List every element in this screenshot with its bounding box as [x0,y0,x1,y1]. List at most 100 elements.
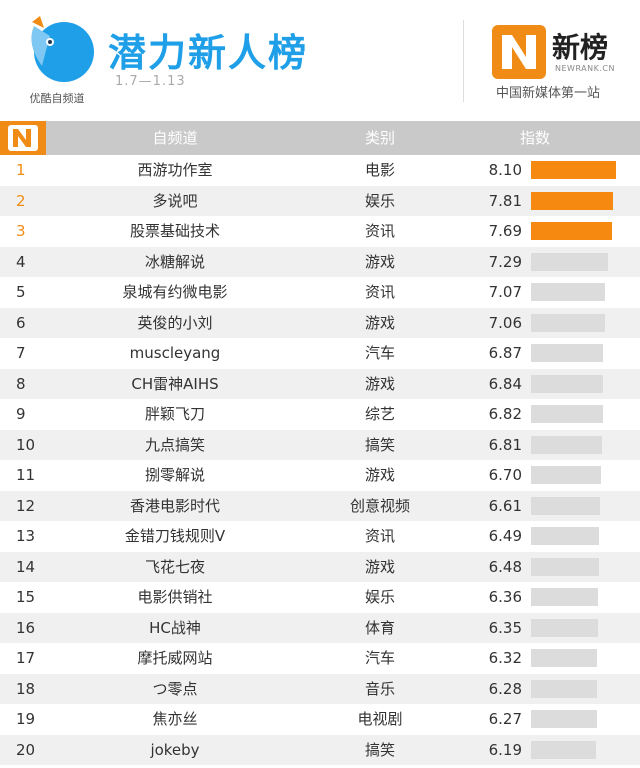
table-row: 16 HC战神 体育 6.35 [0,612,640,643]
index-value: 8.10 [488,161,522,179]
header-category: 类别 [364,129,395,147]
category-label: 电视剧 [357,710,403,728]
index-bar [531,649,598,667]
channel-name: 九点搞笑 [144,435,205,454]
index-bar [531,740,596,759]
index-value: 6.87 [488,344,522,362]
channel-name: 多说吧 [152,191,198,210]
rank-number: 12 [16,496,36,515]
category-label: 娱乐 [364,588,395,606]
index-bar [531,435,603,454]
channel-name: 焦亦丝 [152,710,198,728]
category-label: 游戏 [364,374,395,393]
rank-number: 15 [16,588,36,606]
rank-number: 14 [16,557,36,576]
index-value: 6.19 [488,740,522,759]
index-bar [531,527,600,545]
category-label: 音乐 [364,679,395,698]
brand-domain: NEWRANK.CN [555,64,615,73]
rank-number: 19 [16,710,36,728]
table-row: 18 つ零点 音乐 6.28 [0,673,640,704]
channel-name: jokeby [150,740,200,759]
index-value: 7.81 [488,191,522,210]
table-row: 10 九点搞笑 搞笑 6.81 [0,429,640,460]
index-value: 6.61 [488,496,522,515]
table-row: 17 摩托威网站 汽车 6.32 [0,643,640,674]
logo-caption: 优酷自频道 [29,92,85,105]
channel-name: 胖颖飞刀 [144,405,205,423]
rank-number: 10 [16,435,36,454]
index-bar [531,161,616,179]
category-label: 汽车 [364,649,395,667]
rank-number: 3 [16,222,26,240]
rank-number: 9 [16,405,26,423]
category-label: 游戏 [364,466,395,484]
category-label: 搞笑 [364,435,395,454]
rank-number: 1 [16,161,26,179]
header-channel: 自频道 [152,129,198,147]
table-row: 12 香港电影时代 创意视频 6.61 [0,490,640,521]
rank-number: 6 [16,313,26,332]
ranking-table: 自频道 类别 指数 1 西游功作室 电影 8.10 2 多说吧 娱乐 7.81 3 股票基础技术资… [0,121,640,765]
channel-name: つ零点 [152,679,198,698]
index-bar [531,283,606,301]
channel-name: 英俊的小刘 [137,313,213,332]
category-label: 汽车 [364,344,395,362]
table-row: 15 电影供销社 娱乐 6.36 [0,582,640,613]
table-row: 7 muscleyang 汽车 6.87 [0,338,640,369]
rank-number: 11 [16,466,36,484]
rank-number: 7 [16,344,26,362]
index-value: 6.82 [488,405,522,423]
page-title: 潜力新人榜 [108,31,309,75]
date-range: 1.7—1.13 [115,74,186,89]
channel-name: muscleyang [129,344,221,362]
table-header: 自频道 类别 指数 [0,121,640,155]
channel-name: 泉城有约微电影 [122,283,228,301]
table-row: 13 金错刀钱规则V 资讯 6.49 [0,521,640,552]
index-bar [531,588,598,606]
category-label: 游戏 [364,557,395,576]
category-label: 资讯 [364,222,395,240]
brand-name: 新榜 [552,31,609,64]
channel-name: 股票基础技术 [129,222,220,240]
brand-tagline: 中国新媒体第一站 [496,86,601,101]
rank-number: 20 [16,740,36,759]
category-label: 资讯 [364,283,395,301]
category-label: 搞笑 [364,740,395,759]
index-bar [531,557,599,576]
table-row: 2 多说吧 娱乐 7.81 [0,185,640,216]
channel-name: 冰糖解说 [144,252,205,271]
channel-name: CH雷神AIHS [131,374,219,393]
channel-name: 香港电影时代 [129,496,220,515]
index-value: 7.07 [488,283,522,301]
channel-name: 捌零解说 [144,466,205,484]
index-bar [531,313,606,332]
rank-number: 2 [16,191,26,210]
index-bar [531,222,612,240]
table-row: 14 飞花七夜 游戏 6.48 [0,551,640,582]
rank-number: 5 [16,283,26,301]
table-row: 1 西游功作室 电影 8.10 [0,155,640,186]
table-row: 20 jokeby 搞笑 6.19 [0,734,640,765]
index-value: 6.81 [488,435,522,454]
table-row: 11 捌零解说 游戏 6.70 [0,460,640,491]
newrank-mini-logo-icon [8,125,38,151]
header-index: 指数 [519,129,550,147]
channel-name: 电影供销社 [137,588,213,606]
index-value: 6.84 [488,374,522,393]
index-value: 6.48 [488,557,522,576]
table-row: 8 CH雷神AIHS 游戏 6.84 [0,368,640,399]
category-label: 资讯 [364,527,395,545]
index-value: 7.06 [488,313,522,332]
category-label: 体育 [364,618,395,637]
index-value: 6.28 [488,679,522,698]
index-value: 7.69 [488,222,522,240]
rank-number: 16 [16,618,36,637]
table-row: 6 英俊的小刘 游戏 7.06 [0,307,640,338]
table-row: 3 股票基础技术 资讯 7.69 [0,216,640,247]
table-row: 9 胖颖飞刀 综艺 6.82 [0,399,640,430]
category-label: 创意视频 [349,496,410,515]
youku-bird-logo-icon [31,16,94,82]
index-bar [531,374,603,393]
category-label: 娱乐 [364,191,395,210]
